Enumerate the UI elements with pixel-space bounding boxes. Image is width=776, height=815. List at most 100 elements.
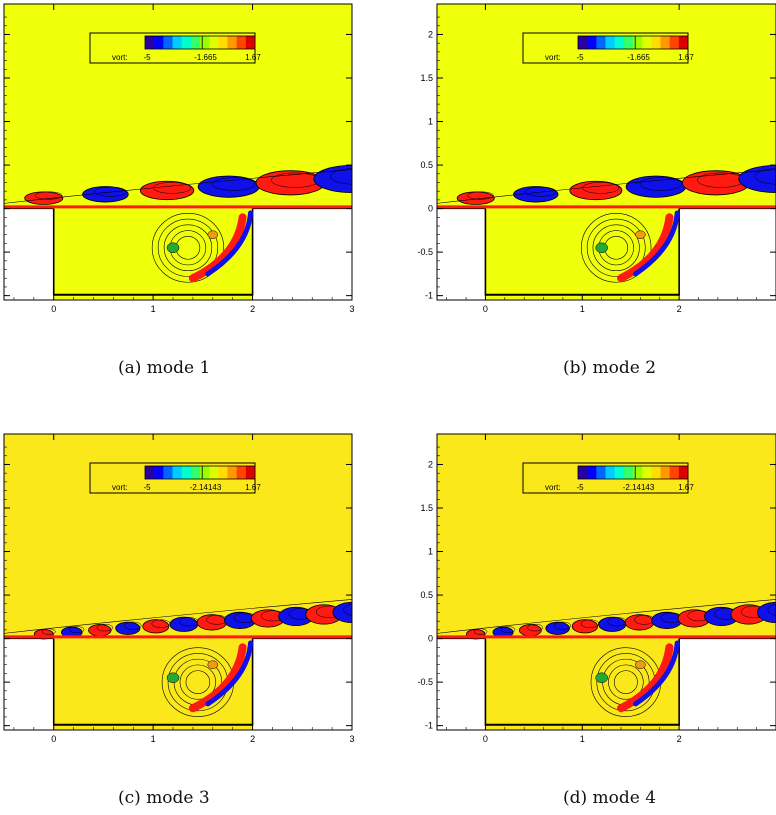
- contour-line: [500, 626, 516, 634]
- contour-line: [660, 612, 683, 623]
- contour-line: [687, 610, 711, 622]
- contour-line: [151, 212, 225, 283]
- contour-line: [639, 177, 682, 191]
- colorbar-swatch: [163, 466, 173, 479]
- contour-line: [553, 621, 572, 630]
- colorbar-frame: [144, 35, 256, 50]
- colorbar-swatch: [578, 36, 588, 49]
- contour-line: [153, 182, 191, 194]
- colorbar-tick-label: -2.14143: [190, 483, 222, 492]
- plot-area: [437, 4, 776, 300]
- vortex-structure: [651, 611, 683, 629]
- contour-line: [173, 658, 223, 706]
- colorbar-swatch: [190, 466, 201, 479]
- colorbar-swatch: [245, 36, 256, 49]
- vortex-structure: [142, 619, 170, 634]
- y-tick-label: 2: [428, 29, 433, 39]
- x-tick-label: 3: [349, 734, 354, 744]
- colorbar-swatch: [145, 36, 155, 49]
- colorbar-swatch: [678, 466, 689, 479]
- y-tick-label: -0.5: [417, 677, 433, 687]
- contour-line: [4, 599, 352, 634]
- colorbar-swatch: [642, 466, 652, 479]
- plot-area: [437, 434, 776, 730]
- contour-line: [35, 191, 63, 200]
- y-tick-label: -1: [425, 291, 433, 301]
- contour-line: [607, 617, 627, 627]
- colorbar-swatch: [669, 466, 680, 479]
- vortex-structure: [255, 170, 326, 196]
- colorbar-swatch: [209, 466, 219, 479]
- field-background: [4, 434, 352, 730]
- plot-frame: [3, 3, 353, 301]
- contour-line: [602, 658, 650, 706]
- x-tick-label: 0: [51, 304, 56, 314]
- vortex-structure: [305, 604, 343, 625]
- colorbar-swatch: [642, 36, 652, 49]
- vortex-structure: [617, 213, 674, 283]
- vortex-structure: [205, 210, 254, 277]
- colorbar-swatch: [172, 36, 183, 49]
- left-wall: [437, 638, 486, 730]
- caption-a: (a) mode 1: [118, 358, 211, 378]
- vortex-structure: [197, 175, 260, 198]
- colorbar-swatch: [605, 36, 616, 49]
- contour-line: [473, 628, 488, 635]
- colorbar-variable-label: vort:: [112, 53, 128, 62]
- vortex-structure: [223, 611, 256, 629]
- contour-line: [754, 168, 776, 185]
- colorbar-swatch: [181, 466, 192, 479]
- colorbar-swatch: [614, 466, 625, 479]
- field-background: [4, 4, 352, 300]
- vortex-structure: [624, 614, 655, 631]
- contour-line: [437, 169, 776, 204]
- contour-line: [94, 186, 127, 197]
- vortex-structure: [24, 191, 64, 205]
- colorbar-swatch: [190, 36, 201, 49]
- x-tick-label: 0: [51, 734, 56, 744]
- colorbar-tick-label: 1.67: [678, 483, 694, 492]
- contour-line: [592, 224, 640, 272]
- contour-line: [467, 191, 494, 200]
- colorbar-swatch: [596, 466, 606, 479]
- x-tick-label: 0: [483, 304, 488, 314]
- colorbar-swatch: [669, 36, 680, 49]
- vortex-structure: [617, 643, 674, 713]
- vortex-structure: [633, 210, 680, 277]
- x-tick-label: 1: [580, 304, 585, 314]
- vortex-structure: [757, 601, 776, 624]
- colorbar-swatch: [154, 466, 164, 479]
- vortex-structure: [205, 640, 254, 707]
- colorbar-tick-label: 1.67: [245, 483, 261, 492]
- contour-line: [41, 628, 56, 635]
- right-wall: [252, 208, 352, 300]
- contour-line: [167, 653, 229, 712]
- vortex-structure: [456, 191, 495, 205]
- left-wall: [437, 208, 486, 300]
- contour-line: [330, 168, 352, 185]
- colorbar-swatch: [633, 466, 643, 479]
- colorbar-tick-label: -1.665: [194, 53, 217, 62]
- y-tick-label: 0: [428, 204, 433, 214]
- contour-line: [179, 664, 217, 700]
- y-tick-label: 0.5: [420, 160, 433, 170]
- right-wall: [252, 638, 352, 730]
- colorbar-swatch: [587, 466, 597, 479]
- vortex-structure: [633, 640, 680, 707]
- colorbar-tick-label: -5: [576, 483, 584, 492]
- vortex-structure: [677, 609, 711, 628]
- field-background: [437, 434, 776, 730]
- contour-line: [96, 623, 113, 632]
- vortex-structure: [188, 213, 247, 283]
- contour-line: [206, 614, 228, 625]
- contour-line: [157, 218, 219, 277]
- contour-line: [634, 614, 655, 625]
- vortex-structure: [595, 672, 608, 684]
- colorbar-tick-label: 1.67: [245, 53, 261, 62]
- colorbar-swatch: [623, 466, 634, 479]
- x-tick-label: 2: [250, 734, 255, 744]
- contour-line: [740, 605, 767, 618]
- vortex-structure: [545, 621, 570, 635]
